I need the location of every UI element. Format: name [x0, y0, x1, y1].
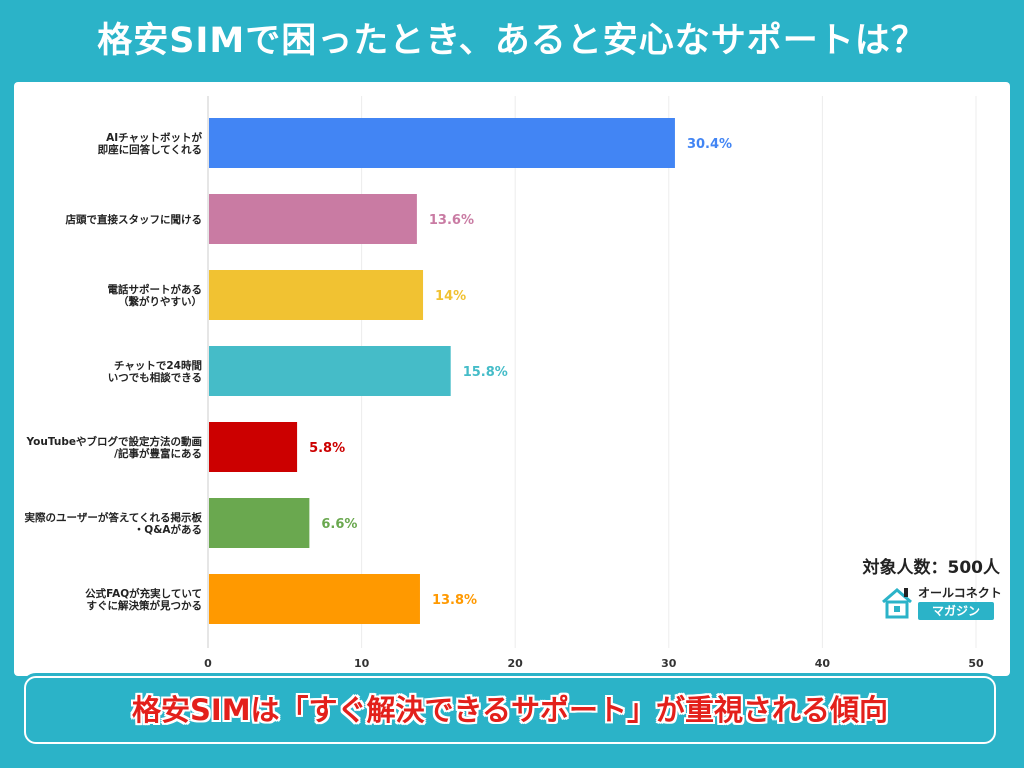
brand-logo: オールコネクト マガジン: [876, 582, 1006, 626]
bottom-banner-text: 格安SIMは「すぐ解決できるサポート」が重視される傾向: [24, 676, 996, 744]
category-label: AIチャットボットが即座に回答してくれる: [98, 131, 203, 156]
bar-chart: AIチャットボットが即座に回答してくれる店頭で直接スタッフに聞ける電話サポートが…: [14, 82, 1010, 676]
bar: [209, 422, 297, 472]
logo-name-top: オールコネクト: [918, 584, 1002, 601]
value-label: 13.6%: [429, 213, 474, 228]
value-label: 30.4%: [687, 137, 732, 152]
tick-label: 50: [968, 657, 984, 670]
category-label: YouTubeやブログで設定方法の動画/記事が豊富にある: [26, 435, 202, 460]
bar: [209, 498, 309, 548]
bar: [209, 270, 423, 320]
value-label: 6.6%: [321, 517, 357, 532]
bar: [209, 346, 451, 396]
sample-size-label: 対象人数：500人: [863, 553, 1001, 578]
tick-label: 0: [204, 657, 212, 670]
value-label: 15.8%: [463, 365, 508, 380]
bar: [209, 194, 417, 244]
bar: [209, 574, 420, 624]
chart-panel: AIチャットボットが即座に回答してくれる店頭で直接スタッフに聞ける電話サポートが…: [14, 82, 1010, 676]
chart-bars: [209, 118, 675, 624]
chart-category-labels: AIチャットボットが即座に回答してくれる店頭で直接スタッフに聞ける電話サポートが…: [25, 131, 203, 612]
tick-label: 30: [661, 657, 677, 670]
value-label: 5.8%: [309, 441, 345, 456]
tick-label: 20: [508, 657, 524, 670]
category-label: 公式FAQが充実していてすぐに解決策が見つかる: [85, 587, 202, 612]
chart-tick-labels: 0 10 20 30 40 50: [204, 657, 984, 670]
category-label: 店頭で直接スタッフに聞ける: [65, 213, 203, 226]
category-label: 実際のユーザーが答えてくれる掲示板・Q&Aがある: [25, 511, 203, 536]
tick-label: 40: [815, 657, 831, 670]
category-label: チャットで24時間いつでも相談できる: [108, 359, 202, 384]
value-label: 14%: [435, 289, 466, 304]
logo-name-bottom: マガジン: [918, 602, 994, 620]
value-label: 13.8%: [432, 593, 477, 608]
tick-label: 10: [354, 657, 370, 670]
house-icon: [880, 586, 914, 620]
bar: [209, 118, 675, 168]
page-title: 格安SIMで困ったとき、あると安心なサポートは？: [0, 0, 1024, 82]
category-label: 電話サポートがある（繋がりやすい）: [108, 283, 203, 308]
